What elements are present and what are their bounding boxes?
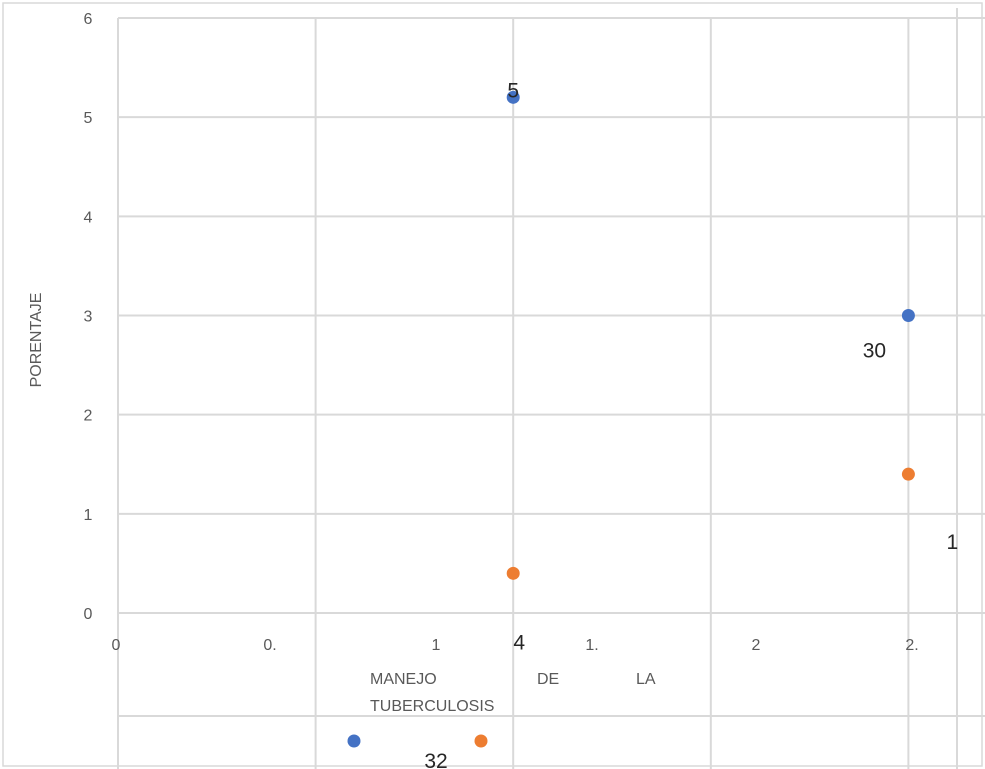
data-point bbox=[901, 309, 915, 322]
y-tick-label: 4 bbox=[84, 209, 93, 226]
y-axis-ticks: 0 1 2 3 4 5 6 bbox=[84, 11, 93, 623]
y-tick-label: 3 bbox=[84, 309, 93, 326]
legend-marker bbox=[347, 734, 361, 748]
x-tick-label: 0. bbox=[263, 637, 276, 654]
data-label: 4 bbox=[513, 631, 525, 654]
y-tick-label: 5 bbox=[84, 110, 93, 127]
y-tick-label: 0 bbox=[84, 606, 93, 623]
x-axis-ticks: 0 0. 1 1. 2 2. bbox=[112, 637, 919, 654]
legend-label: 32 bbox=[424, 750, 447, 769]
x-tick-label: 1. bbox=[585, 637, 598, 654]
x-axis-title-word: DE bbox=[537, 671, 559, 688]
x-tick-label: 0 bbox=[112, 637, 121, 654]
y-axis-title: PORENTAJE bbox=[28, 293, 45, 388]
data-point bbox=[506, 90, 520, 104]
x-tick-label: 2. bbox=[905, 637, 918, 654]
data-label: 5 bbox=[507, 79, 519, 102]
legend: 32 bbox=[347, 734, 488, 769]
x-tick-label: 2 bbox=[752, 637, 761, 654]
x-axis-title: MANEJO DE LA TUBERCULOSIS bbox=[370, 671, 656, 715]
data-point bbox=[506, 566, 520, 580]
data-points: 5 30 4 1 bbox=[506, 79, 959, 654]
x-axis-title-word: MANEJO bbox=[370, 671, 437, 688]
y-tick-label: 6 bbox=[84, 11, 93, 28]
gridlines bbox=[117, 8, 985, 769]
x-tick-label: 1 bbox=[432, 637, 441, 654]
y-tick-label: 2 bbox=[84, 408, 93, 425]
x-axis-title-word: TUBERCULOSIS bbox=[370, 698, 494, 715]
data-label: 1 bbox=[947, 531, 959, 554]
y-tick-label: 1 bbox=[84, 507, 93, 524]
x-axis-title-word: LA bbox=[636, 671, 656, 688]
data-label: 30 bbox=[863, 340, 886, 363]
data-point bbox=[901, 467, 915, 481]
legend-marker bbox=[474, 734, 488, 748]
